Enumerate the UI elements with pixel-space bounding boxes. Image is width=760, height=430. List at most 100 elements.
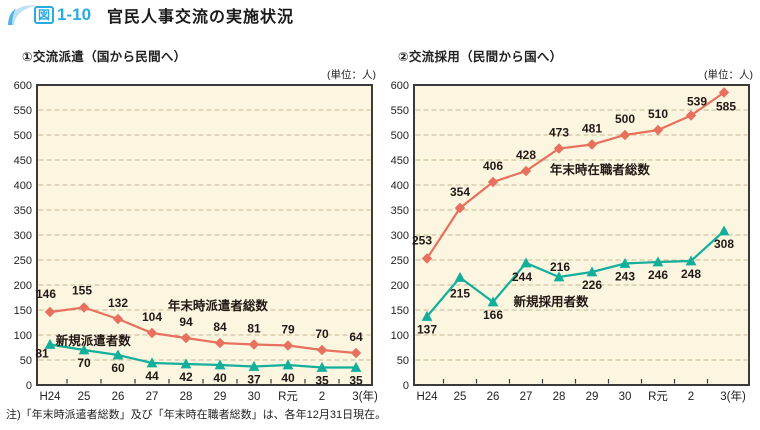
x-axis-label: 28	[180, 391, 193, 403]
triangle-marker	[652, 256, 664, 267]
data-label: 354	[450, 185, 470, 199]
y-axis-label: 0	[403, 380, 409, 392]
data-label: 104	[142, 310, 162, 324]
triangle-marker	[180, 358, 192, 369]
triangle-marker	[350, 361, 362, 372]
data-label: 539	[687, 95, 707, 109]
x-axis-label: 26	[112, 391, 125, 403]
plot-area	[414, 85, 749, 385]
diamond-marker	[652, 124, 664, 136]
x-axis-label: R元	[648, 391, 668, 403]
chart-2: 0 50 100 150 200 250 300 350 400 450 500 550 600 H24 2…	[391, 68, 753, 403]
y-axis-label: 200	[391, 280, 409, 292]
triangle-marker	[282, 359, 294, 370]
data-label: 510	[648, 107, 668, 121]
data-label: 42	[179, 370, 193, 384]
footnote: 注)「年末時派遣者総数」及び「年末時在職者総数」は、各年12月31日現在。	[6, 409, 387, 421]
data-label: 132	[108, 296, 128, 310]
page-title: 官民人事交流の実施状況	[107, 9, 295, 26]
data-label: 94	[179, 315, 193, 329]
series-line	[49, 343, 356, 369]
data-label: 79	[281, 323, 295, 337]
y-axis-label: 50	[397, 355, 409, 367]
diamond-marker	[248, 339, 260, 350]
diamond-marker	[553, 143, 565, 154]
unit-label: (単位：人)	[704, 68, 753, 81]
chart2-subtitle: ②交流採用（民間から国へ）	[398, 50, 563, 64]
figure-label-box: 図	[34, 6, 55, 24]
series-annotation: 年末時派遣者総数	[168, 298, 269, 313]
y-axis-label: 150	[14, 305, 32, 317]
data-label: 81	[247, 322, 261, 336]
x-axis-label: 3(年)	[720, 389, 746, 403]
data-label: 246	[648, 268, 668, 282]
diamond-marker	[78, 302, 90, 313]
diamond-marker	[214, 337, 226, 349]
figure-number: 1-10	[57, 5, 92, 24]
y-axis-label: 400	[14, 180, 32, 192]
data-label: 137	[417, 323, 437, 337]
data-label: 70	[315, 327, 329, 341]
data-label: 244	[512, 270, 532, 284]
x-axis-label: 30	[248, 391, 261, 403]
y-axis-label: 150	[391, 305, 409, 317]
data-label: 81	[35, 347, 49, 361]
data-label: 64	[349, 330, 363, 344]
data-label: 40	[213, 371, 227, 385]
y-axis-label: 100	[391, 330, 409, 342]
x-axis-label: 28	[553, 391, 566, 403]
swoosh-light-shape	[8, 5, 36, 25]
y-axis-label: 600	[14, 80, 32, 92]
x-axis-label: 26	[487, 391, 500, 403]
triangle-marker	[718, 225, 730, 236]
y-axis-label: 100	[14, 330, 32, 342]
triangle-marker	[248, 360, 260, 371]
swoosh-icon	[8, 5, 36, 25]
x-axis-label: 29	[586, 391, 599, 403]
x-axis-label: 29	[214, 391, 227, 403]
data-label: 37	[247, 373, 261, 387]
triangle-marker	[619, 257, 631, 268]
chart-1: 0 50 100 150 200 250 300 350 400 450 500 550 600 H24 2…	[14, 68, 378, 403]
triangle-marker	[586, 266, 598, 277]
series-line	[49, 306, 357, 355]
y-axis-label: 450	[391, 155, 409, 167]
y-axis-label: 450	[14, 155, 32, 167]
diamond-marker	[487, 176, 499, 188]
data-label: 216	[550, 260, 570, 274]
x-axis-label: 2	[319, 391, 325, 403]
data-label: 253	[412, 234, 432, 248]
series-annotation: 新規派遣者数	[56, 333, 132, 348]
series-line	[426, 91, 725, 260]
diamond-marker	[316, 344, 328, 356]
diamond-marker	[520, 165, 532, 177]
triangle-marker	[44, 338, 56, 349]
triangle-marker	[553, 271, 565, 282]
figure-badge: 図 1-10	[6, 3, 91, 27]
x-axis-label: 27	[146, 391, 159, 403]
diamond-marker	[421, 253, 433, 264]
data-label: 146	[36, 287, 56, 301]
figure-header: 図 1-10 官民人事交流の実施状況	[6, 3, 294, 27]
data-label: 35	[349, 374, 363, 388]
data-label: 406	[483, 159, 503, 173]
diamond-marker	[146, 327, 158, 339]
x-axis-label: 25	[454, 391, 467, 403]
y-axis-label: 550	[391, 105, 409, 117]
diamond-marker	[718, 87, 730, 98]
data-label: 44	[145, 369, 159, 383]
y-axis-label: 350	[391, 205, 409, 217]
triangle-marker	[112, 349, 124, 360]
series-annotation: 年末時在職者総数	[550, 162, 651, 177]
y-axis-label: 250	[391, 255, 409, 267]
data-label: 428	[516, 148, 536, 162]
y-axis-label: 500	[391, 130, 409, 142]
diamond-marker	[282, 340, 294, 351]
data-label: 35	[315, 374, 329, 388]
triangle-marker	[454, 271, 466, 282]
plot-border	[413, 84, 750, 386]
diamond-marker	[350, 347, 362, 359]
y-axis-label: 300	[14, 230, 32, 242]
